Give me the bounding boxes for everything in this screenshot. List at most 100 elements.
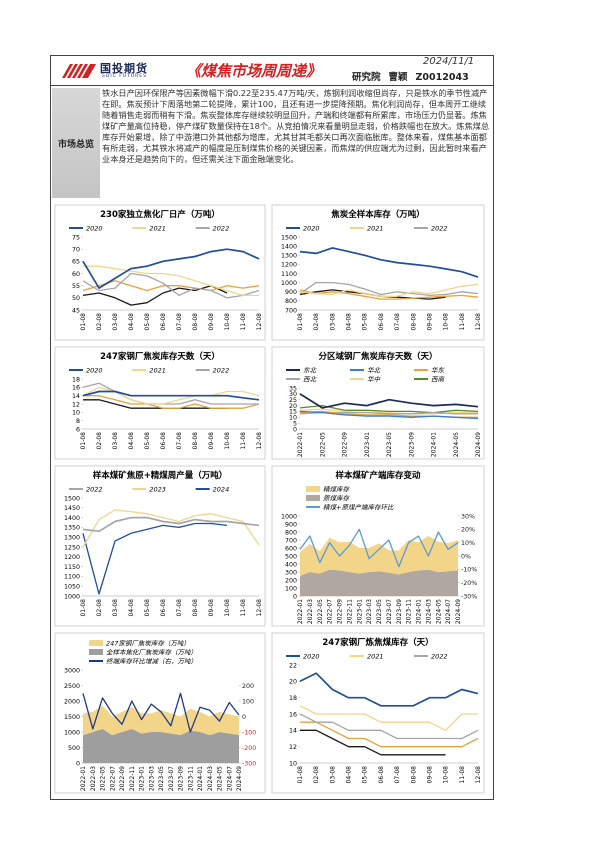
legend-label: 2021 — [367, 225, 384, 233]
line — [83, 265, 259, 297]
y-tick-label: 1200 — [281, 262, 297, 269]
y-tick-label: 8 — [76, 418, 80, 425]
y2-tick-label: -10% — [461, 567, 477, 574]
y2-tick-label: 20% — [461, 527, 475, 534]
y-tick-label: 75 — [72, 234, 80, 241]
y-tick-label: 0 — [76, 760, 80, 767]
x-tick-label: 02-08 — [96, 313, 103, 331]
y-tick-label: 20 — [289, 679, 297, 686]
y-tick-label: 22 — [289, 662, 297, 669]
line — [83, 395, 260, 409]
x-tick-label: 2024-01 — [416, 599, 423, 624]
x-tick-label: 08-08 — [192, 432, 199, 450]
legend-label: 2020 — [303, 225, 320, 233]
x-tick-label: 03-08 — [329, 313, 336, 331]
x-tick-label: 2022-01 — [297, 599, 304, 624]
logo-text: 国投期货 — [100, 62, 148, 75]
x-tick-label: 06-08 — [378, 766, 385, 784]
y-tick-label: 10 — [289, 415, 297, 422]
y-tick-label: 16 — [72, 385, 80, 392]
logo-subtext: SDIC FUTURES — [102, 74, 147, 79]
legend-label: 精煤库存 — [323, 486, 351, 494]
x-tick-label: 09-08 — [426, 313, 433, 331]
area — [300, 569, 458, 596]
x-tick-label: 01-08 — [297, 313, 304, 331]
x-tick-label: 06-08 — [378, 313, 385, 331]
y-tick-label: 1000 — [281, 280, 297, 287]
x-tick-label: 2023-03 — [366, 599, 373, 624]
line — [82, 516, 260, 533]
legend-label: 2022 — [213, 225, 230, 233]
y-tick-label: 2000 — [64, 698, 80, 705]
x-tick-label: 2022-09 — [119, 766, 126, 791]
line — [299, 410, 479, 420]
line — [300, 721, 479, 748]
x-tick-label: 04-08 — [128, 599, 135, 617]
legend-label: 2020 — [86, 367, 103, 375]
x-tick-label: 2024-09 — [475, 432, 482, 457]
legend-label: 2020 — [86, 225, 103, 233]
legend-label: 华东 — [431, 367, 446, 375]
legend-label: 全样本焦化厂焦炭库存（万吨） — [106, 649, 197, 657]
chart-frame — [54, 465, 266, 627]
line — [82, 272, 260, 299]
y-tick-label: 1350 — [64, 525, 80, 532]
x-tick-label: 2024-05 — [217, 766, 224, 791]
line — [82, 285, 228, 306]
x-tick-label: 02-08 — [96, 432, 103, 450]
legend-label: 原煤库存 — [323, 495, 351, 503]
x-tick-label: 05-08 — [362, 313, 369, 331]
y-tick-label: 10 — [72, 410, 80, 417]
y-tick-label: 1400 — [64, 515, 80, 522]
x-tick-label: 07-08 — [176, 432, 183, 450]
x-tick-label: 2024-01 — [197, 766, 204, 791]
y-tick-label: 65 — [72, 259, 80, 266]
y-tick-label: 16 — [289, 711, 297, 718]
y2-tick-label: 30% — [461, 513, 475, 520]
line — [82, 692, 240, 733]
y-tick-label: 1400 — [281, 243, 297, 250]
x-tick-label: 2024-05 — [453, 432, 460, 457]
y-tick-label: 1500 — [64, 495, 80, 502]
x-tick-label: 02-08 — [96, 599, 103, 617]
x-tick-label: 07-08 — [176, 313, 183, 331]
chart-title: 230家独立焦化厂日产（万吨） — [100, 209, 220, 220]
x-tick-label: 12-08 — [475, 766, 482, 784]
x-tick-label: 11-08 — [459, 766, 466, 784]
y2-tick-label: 200 — [242, 683, 254, 690]
y2-tick-label: 0 — [242, 714, 246, 721]
line — [299, 528, 459, 568]
y-tick-label: 60 — [72, 271, 80, 278]
x-tick-label: 01-08 — [297, 766, 304, 784]
y-tick-label: 15 — [289, 409, 297, 416]
y-tick-label: 1450 — [64, 505, 80, 512]
y2-tick-label: 10% — [461, 540, 475, 547]
line — [82, 280, 260, 292]
line — [299, 705, 478, 731]
y2-tick-label: 0% — [461, 553, 471, 560]
y-tick-label: 800 — [285, 529, 297, 536]
x-tick-label: 2023-11 — [406, 599, 413, 624]
x-tick-label: 11-08 — [240, 432, 247, 450]
x-tick-label: 2022-05 — [319, 432, 326, 457]
x-tick-label: 2022-05 — [317, 599, 324, 624]
y2-tick-label: -300 — [242, 760, 256, 767]
x-tick-label: 2023-07 — [168, 766, 175, 791]
report-date: 2024/11/1 — [423, 56, 475, 67]
x-tick-label: 2022-09 — [337, 599, 344, 624]
y-tick-label: 3000 — [64, 667, 80, 674]
y-tick-label: 500 — [285, 553, 297, 560]
x-tick-label: 06-08 — [160, 313, 167, 331]
legend-label: 西北 — [303, 376, 318, 384]
x-tick-label: 08-08 — [192, 599, 199, 617]
y-tick-label: 1500 — [281, 234, 297, 241]
y-tick-label: 2500 — [64, 683, 80, 690]
x-tick-label: 03-08 — [112, 432, 119, 450]
y-tick-label: 12 — [72, 401, 80, 408]
legend-label: 2022 — [431, 225, 448, 233]
x-tick-label: 2024-07 — [445, 599, 452, 624]
x-tick-label: 01-08 — [80, 432, 87, 450]
x-tick-label: 2022-07 — [109, 766, 116, 791]
x-tick-label: 2023-01 — [356, 599, 363, 624]
